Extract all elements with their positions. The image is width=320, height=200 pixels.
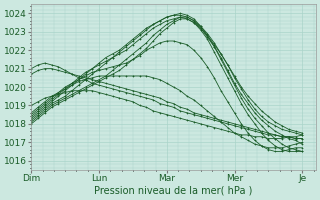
- X-axis label: Pression niveau de la mer( hPa ): Pression niveau de la mer( hPa ): [94, 186, 253, 196]
